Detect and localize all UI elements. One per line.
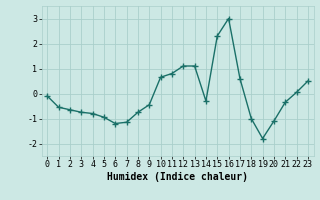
X-axis label: Humidex (Indice chaleur): Humidex (Indice chaleur) (107, 172, 248, 182)
